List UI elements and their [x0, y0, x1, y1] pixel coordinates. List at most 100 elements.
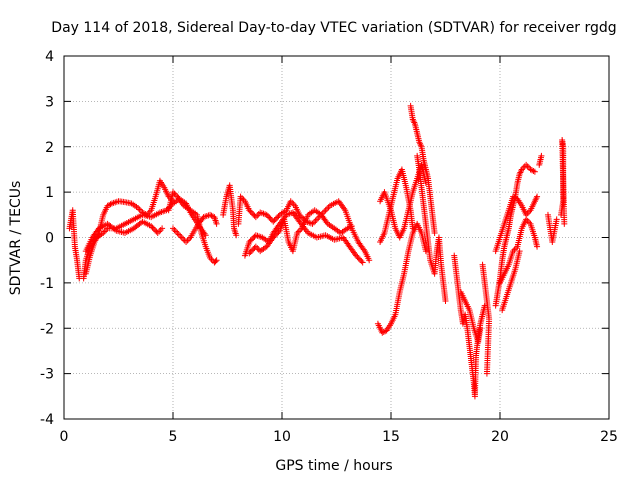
- data-point: [523, 161, 530, 168]
- data-point: [275, 229, 282, 236]
- data-point: [250, 234, 257, 241]
- data-point: [358, 258, 365, 265]
- data-point: [170, 225, 176, 232]
- data-point: [355, 255, 362, 262]
- data-point: [431, 229, 438, 236]
- data-point: [531, 168, 538, 175]
- data-point: [359, 259, 366, 266]
- data-point: [266, 214, 273, 221]
- data-point: [561, 220, 568, 227]
- y-tick-label: -4: [40, 412, 54, 428]
- x-axis-label: GPS time / hours: [275, 458, 392, 474]
- data-point: [148, 223, 155, 230]
- data-point: [272, 215, 279, 222]
- data-point: [322, 207, 329, 214]
- data-point: [553, 216, 560, 223]
- data-point: [534, 243, 541, 250]
- data-point: [171, 226, 178, 233]
- data-points: [66, 102, 568, 400]
- data-point: [274, 230, 281, 237]
- data-point: [180, 236, 187, 243]
- data-point: [353, 252, 360, 259]
- chart-title: Day 114 of 2018, Sidereal Day-to-day VTE…: [51, 20, 616, 36]
- data-point: [142, 211, 149, 218]
- data-point: [366, 257, 373, 264]
- data-point: [252, 243, 259, 250]
- data-point: [296, 211, 303, 218]
- x-tick-label: 5: [169, 429, 178, 445]
- data-point: [247, 249, 254, 256]
- data-point: [516, 248, 523, 255]
- y-tick-label: -1: [40, 276, 54, 292]
- data-point: [233, 232, 240, 239]
- y-tick-label: 3: [45, 94, 54, 110]
- data-point: [213, 257, 220, 264]
- data-point: [310, 219, 317, 226]
- data-point: [246, 207, 253, 214]
- data-point: [149, 224, 156, 231]
- data-point: [250, 211, 257, 218]
- data-point: [184, 237, 191, 244]
- data-point: [136, 206, 143, 213]
- x-tick-label: 25: [600, 429, 618, 445]
- data-point: [208, 212, 215, 219]
- data-point: [299, 214, 306, 221]
- y-tick-label: 1: [45, 185, 54, 201]
- data-point: [213, 220, 220, 227]
- data-point: [150, 225, 157, 232]
- data-point: [159, 225, 166, 232]
- data-point: [156, 228, 163, 235]
- data-point: [177, 232, 184, 239]
- data-point: [270, 218, 277, 225]
- x-tick-label: 10: [273, 429, 291, 445]
- data-point: [324, 205, 331, 212]
- data-point: [250, 246, 257, 253]
- data-point: [534, 193, 541, 200]
- axes: 0 5 10 15 20 25 -4 -3 -2 -1 0 1 2 3 4: [40, 49, 618, 445]
- data-point: [354, 254, 361, 261]
- data-point: [111, 226, 118, 233]
- data-point: [246, 239, 253, 246]
- y-axis-label: SDTVAR / TECUs: [8, 181, 24, 296]
- data-point: [442, 298, 449, 305]
- data-point: [477, 325, 484, 332]
- y-tick-label: 4: [45, 49, 54, 65]
- y-tick-label: -2: [40, 321, 54, 337]
- data-point: [247, 237, 254, 244]
- data-point: [152, 227, 159, 234]
- data-point: [252, 214, 259, 221]
- data-point: [248, 209, 255, 216]
- data-point: [347, 223, 354, 230]
- data-point: [313, 216, 320, 223]
- data-point: [532, 196, 539, 203]
- y-tick-label: -3: [40, 367, 54, 383]
- data-point: [538, 152, 545, 159]
- data-point: [107, 201, 114, 208]
- data-point: [274, 214, 281, 221]
- data-point: [247, 208, 254, 215]
- data-point: [154, 229, 161, 236]
- data-point: [271, 233, 278, 240]
- data-point: [270, 234, 277, 241]
- data-point: [263, 211, 270, 218]
- data-point: [175, 231, 182, 238]
- y-tick-label: 2: [45, 140, 54, 156]
- data-point: [348, 223, 355, 230]
- y-tick-label: 0: [45, 231, 54, 247]
- data-point: [524, 163, 531, 170]
- x-tick-label: 0: [60, 429, 69, 445]
- grid: [64, 56, 609, 419]
- data-point: [174, 229, 181, 236]
- data-point: [272, 231, 279, 238]
- data-point: [265, 213, 272, 220]
- data-point: [422, 248, 429, 255]
- data-point: [172, 228, 179, 235]
- data-point: [297, 213, 304, 220]
- data-point: [530, 167, 537, 174]
- data-point: [517, 169, 524, 176]
- data-point: [409, 225, 416, 232]
- data-point: [248, 247, 255, 254]
- x-tick-label: 20: [491, 429, 509, 445]
- data-point: [357, 256, 364, 263]
